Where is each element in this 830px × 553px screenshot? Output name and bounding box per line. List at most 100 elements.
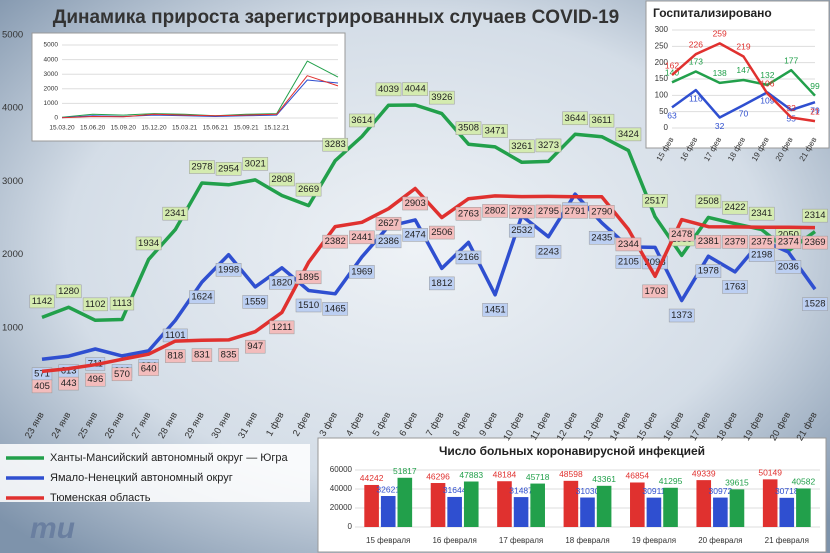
y-tick-label: 2000 <box>2 249 23 260</box>
data-label-box <box>588 231 615 245</box>
bar <box>397 477 413 527</box>
data-label: 2036 <box>778 261 799 272</box>
data-label-box <box>508 139 535 154</box>
data-label: 2441 <box>351 232 372 243</box>
data-label: 3273 <box>538 140 559 151</box>
data-label: 2792 <box>511 206 532 217</box>
data-label: 1280 <box>58 286 79 297</box>
data-label: 2050 <box>778 229 799 240</box>
x-tick-label: 15.09.21 <box>233 125 259 132</box>
data-label: 1373 <box>671 310 692 321</box>
data-label-box <box>802 208 828 223</box>
data-label-box <box>748 235 775 249</box>
data-label-box <box>802 235 828 250</box>
data-label: 44242 <box>360 473 384 483</box>
data-label: 162 <box>665 60 679 70</box>
data-label: 43361 <box>592 474 616 484</box>
series-line <box>41 192 817 361</box>
data-label: 2422 <box>724 202 745 213</box>
data-label: 45718 <box>526 472 550 482</box>
data-label-box <box>642 194 668 208</box>
data-label-box <box>748 206 775 221</box>
x-tick-label: 15.12.21 <box>264 125 290 132</box>
data-label-box <box>295 298 322 313</box>
data-label: 132 <box>760 70 774 80</box>
x-tick-label: 20 февраля <box>698 536 742 545</box>
x-tick-label: 15.09.20 <box>111 125 137 132</box>
data-label-box <box>269 172 295 187</box>
x-tick-label: 15.06.20 <box>80 125 106 132</box>
inset-title: Госпитализировано <box>653 6 772 20</box>
data-label: 3261 <box>511 141 532 152</box>
bar <box>796 488 811 527</box>
data-label-box <box>508 204 535 219</box>
data-label-box <box>189 290 215 304</box>
data-label-box <box>29 294 55 309</box>
data-label-box <box>589 113 615 128</box>
y-tick-label: 20000 <box>330 503 353 512</box>
data-label-box <box>695 234 722 249</box>
y-tick-label: 0 <box>348 522 353 531</box>
y-tick-label: 3000 <box>44 71 59 78</box>
data-label: 2198 <box>751 250 772 261</box>
data-label: 63 <box>667 111 677 121</box>
data-label-box <box>482 204 508 218</box>
data-label: 1895 <box>298 272 319 283</box>
data-label-box <box>242 295 269 309</box>
data-label: 4044 <box>405 83 426 94</box>
data-label-box <box>138 362 159 376</box>
data-label: 32621 <box>376 484 400 494</box>
logo: mu <box>30 512 75 545</box>
y-tick-label: 100 <box>655 90 669 99</box>
x-tick-label: 15.03.21 <box>172 125 198 132</box>
data-label: 2627 <box>378 218 399 229</box>
data-label: 140 <box>665 68 679 78</box>
data-label: 2903 <box>405 198 426 209</box>
data-label-box <box>775 260 802 274</box>
data-label-box <box>218 348 239 362</box>
y-tick-label: 50 <box>659 107 668 116</box>
data-label-box <box>429 225 455 240</box>
data-label: 2802 <box>485 205 506 216</box>
data-label: 138 <box>713 68 727 78</box>
data-label-box <box>535 138 562 153</box>
data-label: 3926 <box>431 92 452 103</box>
data-label-box <box>588 205 615 219</box>
data-label: 48184 <box>493 469 517 479</box>
bar <box>463 481 479 527</box>
data-label: 51817 <box>393 466 417 476</box>
data-label: 48598 <box>559 469 583 479</box>
data-label-box <box>402 228 428 242</box>
data-label: 31487 <box>509 485 533 495</box>
data-label-box <box>562 204 588 219</box>
data-label: 1142 <box>32 296 52 307</box>
bar <box>513 497 529 527</box>
data-label: 99 <box>810 81 820 91</box>
x-tick-label: 19 февраля <box>632 536 676 545</box>
data-label-box <box>295 182 322 197</box>
y-tick-label: 1000 <box>2 322 23 333</box>
data-label: 3644 <box>565 113 586 124</box>
data-label: 32 <box>715 121 725 131</box>
data-label: 2386 <box>378 236 399 247</box>
data-label: 109 <box>760 96 774 106</box>
series-line <box>61 75 339 119</box>
data-label: 947 <box>247 341 263 352</box>
data-label: 21 <box>810 106 820 116</box>
bar <box>530 483 545 527</box>
data-label: 1624 <box>191 292 212 303</box>
data-label: 2669 <box>298 184 319 195</box>
bar <box>596 485 612 527</box>
data-label: 496 <box>87 374 103 385</box>
x-tick-label: 15.03.20 <box>49 125 75 132</box>
data-label: 2369 <box>804 237 825 248</box>
data-label: 3021 <box>245 158 266 169</box>
data-label: 2166 <box>458 252 479 263</box>
bar <box>696 480 712 527</box>
bar <box>762 479 778 527</box>
data-label-box <box>535 245 562 259</box>
data-label-box <box>802 297 828 311</box>
data-label: 443 <box>61 378 77 389</box>
bar <box>646 497 662 527</box>
inset-title: Число больных коронавирусной инфекцией <box>439 444 705 458</box>
